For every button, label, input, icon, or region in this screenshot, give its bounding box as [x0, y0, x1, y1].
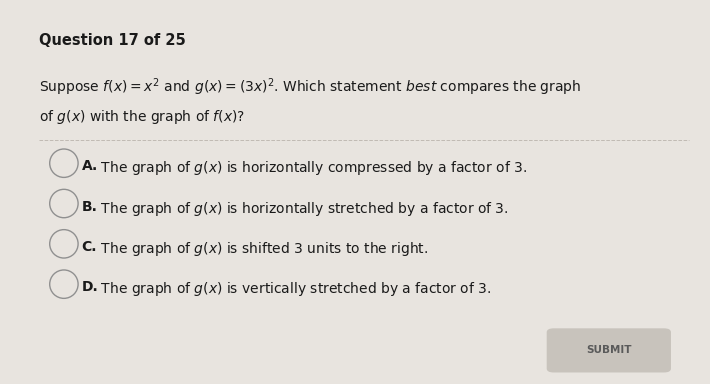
Text: B.: B.	[82, 200, 97, 214]
Text: Suppose $f(x) = x^2$ and $g(x) = (3x)^2$. Which statement $\mathit{best}$ compar: Suppose $f(x) = x^2$ and $g(x) = (3x)^2$…	[39, 77, 581, 98]
Text: The graph of $g(x)$ is shifted 3 units to the right.: The graph of $g(x)$ is shifted 3 units t…	[92, 240, 429, 258]
Text: Question 17 of 25: Question 17 of 25	[39, 33, 186, 48]
Text: SUBMIT: SUBMIT	[586, 345, 632, 356]
Text: A.: A.	[82, 159, 98, 173]
Text: The graph of $g(x)$ is vertically stretched by a factor of 3.: The graph of $g(x)$ is vertically stretc…	[92, 280, 491, 298]
Text: C.: C.	[82, 240, 97, 254]
Text: of $g(x)$ with the graph of $f(x)$?: of $g(x)$ with the graph of $f(x)$?	[39, 108, 245, 126]
Text: The graph of $g(x)$ is horizontally compressed by a factor of 3.: The graph of $g(x)$ is horizontally comp…	[92, 159, 528, 177]
Text: D.: D.	[82, 280, 99, 294]
Text: The graph of $g(x)$ is horizontally stretched by a factor of 3.: The graph of $g(x)$ is horizontally stre…	[92, 200, 509, 218]
